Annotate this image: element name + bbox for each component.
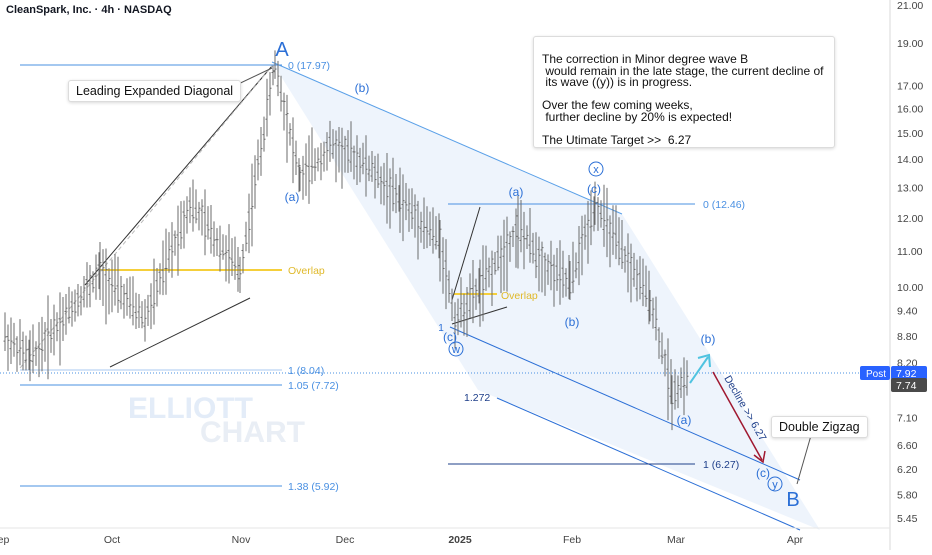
wave-label: 1	[438, 323, 444, 334]
upward-arrow	[689, 356, 709, 384]
last-price-bg	[891, 378, 927, 392]
y-tick-label: 17.00	[897, 80, 923, 92]
wave-channel	[272, 62, 820, 530]
y-tick-label: 9.40	[897, 306, 918, 318]
fib-label: 0 (17.97)	[288, 60, 330, 72]
wave-label: (a)	[509, 185, 524, 199]
downward-arrow-head	[753, 450, 766, 464]
wave-label: (a)	[677, 413, 692, 427]
y-tick-label: 14.00	[897, 154, 923, 166]
small-diagonal-upper	[451, 206, 481, 301]
y-tick-label: 13.00	[897, 182, 923, 194]
post-tag-label: Post	[866, 369, 886, 380]
wave-label: (b)	[701, 332, 716, 346]
wave-label: x	[593, 164, 599, 176]
y-tick-label: 6.20	[897, 464, 918, 476]
wave-circle	[448, 341, 464, 357]
downward-arrow	[712, 371, 763, 461]
leading-diagonal-note: Leading Expanded Diagonal	[68, 80, 242, 102]
wave-circle	[588, 161, 604, 177]
diagonal-lower-line	[109, 297, 251, 368]
post-price-value: 7.92	[896, 368, 917, 380]
y-tick-label: 10.00	[897, 282, 923, 294]
wave-label: y	[772, 479, 778, 491]
y-tick-label: 21.00	[897, 0, 923, 12]
wave-label: (c)	[443, 330, 457, 344]
x-tick-label: Feb	[563, 534, 581, 546]
note-line: The Utimate Target >> 6.27	[542, 133, 692, 148]
double-zigzag-note: Double Zigzag	[771, 416, 868, 438]
analysis-note: The correction in Minor degree wave B wo…	[533, 36, 835, 148]
diagonal-upper-line	[84, 65, 273, 286]
wave-label: B	[786, 489, 799, 511]
y-tick-label: 15.00	[897, 128, 923, 140]
fib-label: 1.05 (7.72)	[288, 380, 339, 392]
double-zigzag-label: Double Zigzag	[779, 420, 860, 434]
leading-diagonal-label: Leading Expanded Diagonal	[76, 84, 234, 98]
wave-label: (b)	[565, 315, 580, 329]
fib-label: 0 (12.46)	[703, 199, 745, 211]
post-tag-bg	[860, 366, 890, 380]
wave-label: (c)	[756, 466, 770, 480]
fib-label: 1.272	[464, 392, 490, 404]
x-tick-label: Apr	[787, 534, 804, 546]
channel-upper-line	[271, 61, 623, 215]
watermark-line1: ELLIOTT	[128, 392, 253, 425]
x-tick-label: Dec	[336, 534, 355, 546]
price-bars	[3, 50, 689, 431]
wave-label: A	[275, 39, 289, 61]
fib-label: 1 (8.04)	[288, 365, 324, 377]
wave-label: w	[451, 344, 460, 356]
overlap-label: Overlap	[501, 290, 538, 302]
post-price-bg	[891, 366, 927, 380]
callout-line	[796, 431, 813, 485]
last-price-value: 7.74	[896, 380, 917, 392]
diagonal-dashed-line	[19, 65, 273, 369]
x-tick-label: Sep	[0, 534, 9, 546]
y-tick-label: 8.80	[897, 331, 918, 343]
upward-arrow-head	[697, 353, 711, 368]
note-line: would remain in the late stage, the curr…	[542, 63, 824, 78]
fib-label: 1.38 (5.92)	[288, 481, 339, 493]
x-tick-label: 2025	[448, 534, 472, 546]
wave-circle	[767, 476, 783, 492]
y-tick-label: 16.00	[897, 103, 923, 115]
x-tick-label: Oct	[104, 534, 120, 546]
symbol-title: CleanSpark, Inc. · 4h · NASDAQ	[6, 4, 172, 16]
wave-label: (c)	[587, 182, 601, 196]
overlap-label: Overlap	[288, 265, 325, 277]
y-tick-label: 5.45	[897, 513, 918, 525]
y-tick-label: 19.00	[897, 38, 923, 50]
fib-label: 1 (6.27)	[703, 459, 739, 471]
x-tick-label: Mar	[667, 534, 686, 546]
channel-lower-line	[449, 326, 801, 481]
note-line: Over the few coming weeks,	[542, 98, 693, 113]
wave-label: (b)	[355, 81, 370, 95]
y-tick-label: 7.10	[897, 412, 918, 424]
y-tick-label: 12.00	[897, 213, 923, 225]
note-line: The correction in Minor degree wave B	[542, 52, 749, 66]
note-line: its wave ((y)) is in progress.	[542, 75, 693, 90]
x-tick-label: Nov	[232, 534, 251, 546]
wave-label: (a)	[285, 190, 300, 204]
y-tick-label: 5.80	[897, 489, 918, 501]
note-line: further decline by 20% is expected!	[542, 110, 733, 124]
y-tick-label: 6.60	[897, 440, 918, 452]
watermark-line2: CHART	[200, 416, 305, 449]
y-tick-label: 11.00	[897, 246, 923, 258]
